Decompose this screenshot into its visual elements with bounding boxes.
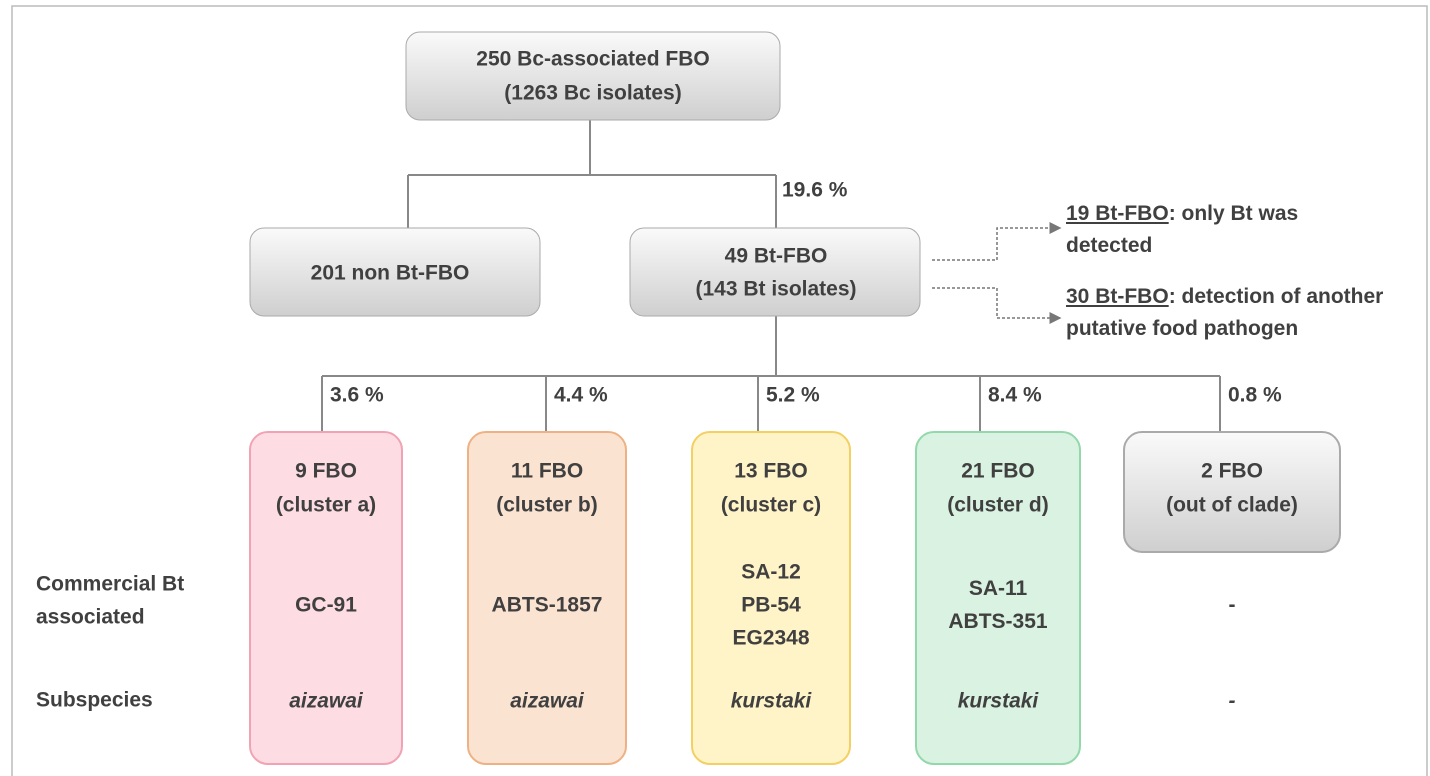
commercial-bt: EG2348 xyxy=(732,627,809,650)
cluster-label: (cluster b) xyxy=(496,494,598,517)
commercial-bt: SA-11 xyxy=(969,577,1028,600)
percent: 4.4 % xyxy=(554,384,608,407)
frame xyxy=(11,5,1428,776)
right-label: (143 Bt isolates) xyxy=(695,278,856,301)
row-label: associated xyxy=(36,606,145,629)
commercial-bt: PB-54 xyxy=(741,594,801,617)
note-text: : detection of another xyxy=(1168,285,1384,308)
cluster-label: (cluster c) xyxy=(721,494,821,517)
cluster-label: 11 FBO xyxy=(511,460,583,483)
note-underlined: 19 Bt-FBO xyxy=(1066,202,1169,225)
percent: 5.2 % xyxy=(766,384,820,407)
percent: 0.8 % xyxy=(1228,384,1282,407)
subspecies: kurstaki xyxy=(958,690,1040,713)
root-box xyxy=(405,31,781,121)
row-label: Commercial Bt xyxy=(36,573,184,596)
cluster-box xyxy=(915,431,1081,765)
subspecies: - xyxy=(1229,690,1236,713)
right-box xyxy=(629,227,921,317)
note: 30 Bt-FBO: detection of another putative … xyxy=(1066,281,1383,345)
cluster-label: 13 FBO xyxy=(734,460,808,483)
note: 19 Bt-FBO: only Bt was detected xyxy=(1066,198,1298,262)
cluster-box xyxy=(467,431,627,765)
cluster-label: 9 FBO xyxy=(295,460,357,483)
commercial-bt: SA-12 xyxy=(741,561,801,584)
left-box xyxy=(249,227,541,317)
cluster-box xyxy=(691,431,851,765)
root-label: 250 Bc-associated FBO xyxy=(476,48,709,71)
percent: 19.6 % xyxy=(782,179,848,202)
connectors xyxy=(321,120,1221,432)
row-label: Subspecies xyxy=(36,689,153,712)
note-underlined: 30 Bt-FBO xyxy=(1066,285,1169,308)
subspecies: kurstaki xyxy=(731,690,813,713)
dotted-arrows xyxy=(932,222,1062,324)
commercial-bt: ABTS-1857 xyxy=(492,594,603,617)
cluster-label: (out of clade) xyxy=(1166,494,1298,517)
percent: 3.6 % xyxy=(330,384,384,407)
cluster-label: 21 FBO xyxy=(961,460,1035,483)
cluster-label: 2 FBO xyxy=(1201,460,1263,483)
cluster-box xyxy=(249,431,403,765)
left-label: 201 non Bt-FBO xyxy=(311,262,470,285)
cluster-label: (cluster a) xyxy=(276,494,376,517)
note-text: : only Bt was xyxy=(1168,202,1299,225)
cluster-box xyxy=(1123,431,1341,553)
percent: 8.4 % xyxy=(988,384,1042,407)
commercial-bt: ABTS-351 xyxy=(948,610,1048,633)
subspecies: aizawai xyxy=(289,690,364,713)
note-text: detected xyxy=(1066,234,1153,257)
right-label: 49 Bt-FBO xyxy=(725,245,828,268)
cluster-label: (cluster d) xyxy=(947,494,1049,517)
note-text: putative food pathogen xyxy=(1066,317,1299,340)
commercial-bt: GC-91 xyxy=(295,594,357,617)
root-label: (1263 Bc isolates) xyxy=(504,82,681,105)
subspecies: aizawai xyxy=(510,690,585,713)
commercial-bt: - xyxy=(1229,594,1236,617)
